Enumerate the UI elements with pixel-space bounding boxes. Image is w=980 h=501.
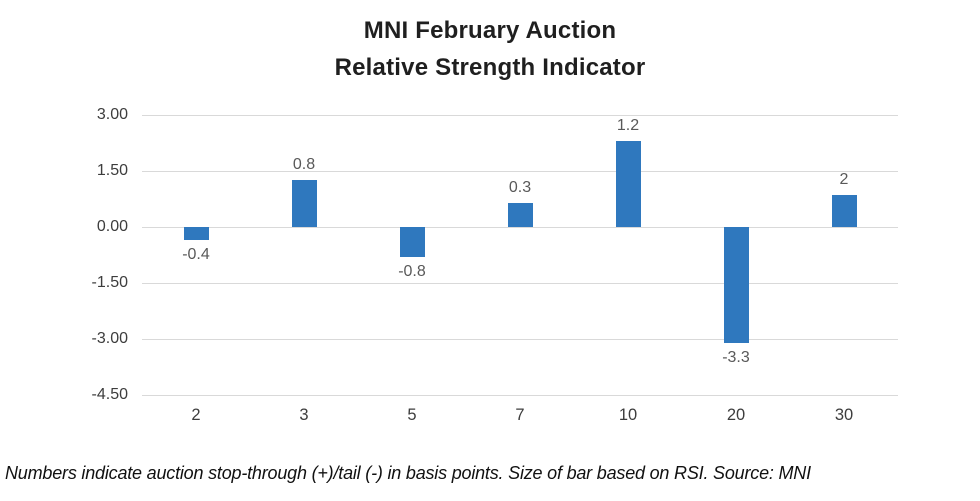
gridline [142,394,898,396]
x-axis-tick-label: 20 [726,406,746,424]
bar [831,195,857,227]
y-axis-tick-label: -3.00 [91,330,128,347]
bar [723,227,749,343]
y-axis-tick-label: 0.00 [96,218,128,235]
bar-data-label: -0.8 [398,262,426,280]
y-axis-tick-label: 1.50 [96,162,128,179]
x-axis-tick-label: 10 [618,406,638,424]
chart-title-line1: MNI February Auction [363,17,617,44]
source-footnote: Numbers indicate auction stop-through (+… [5,463,811,483]
x-axis-tick-label: 5 [407,406,417,424]
chart-title: MNI February Auction Relative Strength I… [0,12,980,86]
bar [291,180,317,227]
bar-data-label: -3.3 [722,348,750,366]
bar-data-label: 0.3 [508,178,532,196]
bar-data-label: 1.2 [616,117,640,135]
chart-title-line2: Relative Strength Indicator [334,54,646,81]
bar-data-label: -0.4 [182,246,210,264]
bar-data-label: 2 [839,171,849,189]
y-axis-tick-label: -1.50 [91,274,128,291]
gridline [142,226,898,228]
x-axis-tick-label: 7 [515,406,525,424]
bar-data-label: 0.8 [292,156,316,174]
bar [399,227,425,257]
gridline [142,170,898,172]
x-axis-tick-label: 2 [191,406,201,424]
gridline [142,282,898,284]
bar [183,227,209,241]
x-axis-tick-label: 30 [834,406,854,424]
bar [615,141,641,227]
x-axis-tick-label: 3 [299,406,309,424]
plot-area: 3.00 1.50 0.00 -1.50 -3.00 -4.50 -0.4 2 0.8 3 -0.8… [92,106,898,424]
gridline [142,338,898,340]
gridline [142,114,898,116]
y-axis-tick-label: -4.50 [91,386,128,403]
y-axis-tick-label: 3.00 [96,106,128,123]
bar [507,202,533,227]
